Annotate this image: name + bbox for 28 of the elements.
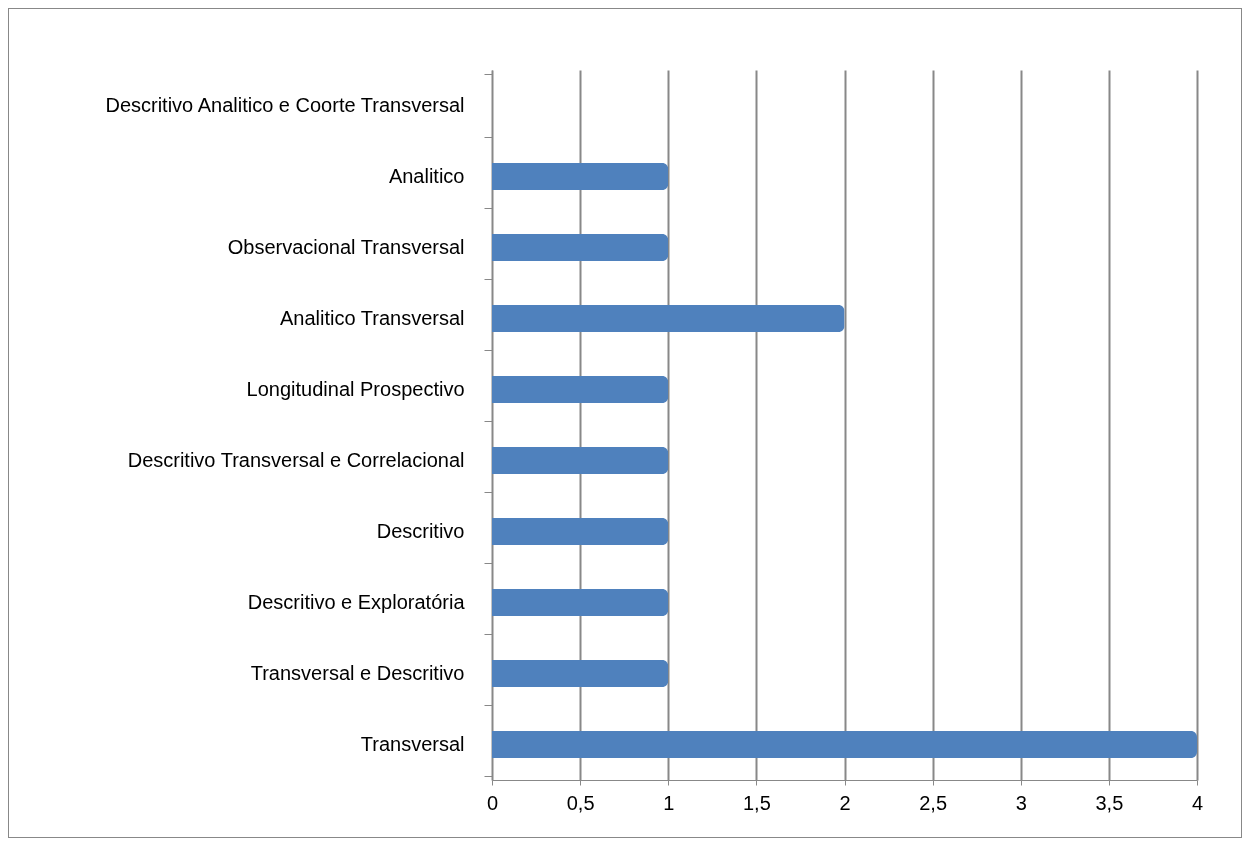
y-tick-label: Observacional Transversal xyxy=(227,236,465,258)
bar xyxy=(492,163,669,190)
y-tick-label: Longitudinal Prospectivo xyxy=(246,378,465,400)
y-tick-label: Descritivo Transversal e Correlacional xyxy=(127,449,465,471)
x-tick-label: 2 xyxy=(839,791,851,814)
bar xyxy=(492,447,669,474)
x-tick-label: 0,5 xyxy=(566,791,595,814)
x-tick-label: 2,5 xyxy=(919,791,948,814)
bar xyxy=(492,589,669,616)
bar xyxy=(492,376,669,403)
y-tick-label: Descritivo xyxy=(376,520,465,542)
x-tick-label: 1,5 xyxy=(742,791,771,814)
x-tick-label: 0 xyxy=(486,791,499,814)
y-tick-label: Transversal xyxy=(360,733,465,755)
y-tick-label: Analitico Transversal xyxy=(279,307,465,329)
x-tick-label: 3,5 xyxy=(1095,791,1124,814)
bar xyxy=(492,660,669,687)
bar xyxy=(492,518,669,545)
y-tick-label: Analitico xyxy=(388,165,465,187)
y-tick-label: Transversal e Descritivo xyxy=(250,662,465,684)
bar xyxy=(492,305,845,332)
bar xyxy=(492,731,1197,758)
y-tick-label: Descritivo Analitico e Coorte Transversal xyxy=(105,94,465,116)
x-tick-label: 3 xyxy=(1015,791,1027,814)
bar xyxy=(492,234,669,261)
y-tick-label: Descritivo e Exploratória xyxy=(247,591,466,613)
x-tick-label: 4 xyxy=(1191,791,1204,814)
x-tick-label: 1 xyxy=(663,791,675,814)
